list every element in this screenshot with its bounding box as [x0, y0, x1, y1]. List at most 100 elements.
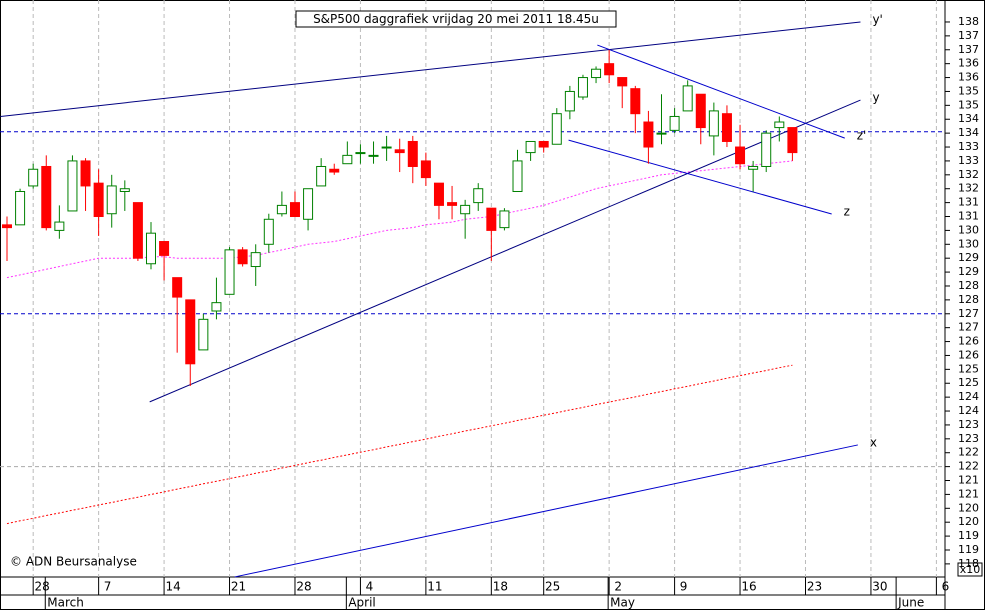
chart-title: S&P500 daggrafiek vrijdag 20 mei 2011 18… [313, 12, 599, 26]
y-tick-label: 132 [958, 182, 979, 195]
y-tick-label: 136 [958, 71, 979, 84]
y-tick-label: 120 [958, 501, 979, 514]
y-tick-label: 128 [958, 279, 979, 292]
title-box [295, 10, 617, 28]
y-tick-label: 126 [958, 348, 979, 361]
y-tick-label: 135 [958, 84, 979, 97]
candle-body [564, 90, 575, 112]
y-tick-label: 124 [958, 390, 979, 403]
x-tick-label: 18 [493, 580, 508, 594]
candle-body [276, 204, 287, 215]
candle-body [316, 165, 327, 187]
y-tick-label: 131 [958, 196, 979, 209]
trendline-label: z [844, 205, 850, 219]
candle-body [2, 224, 12, 229]
x-tick-label: 28 [35, 580, 50, 594]
x-tick-label: 28 [296, 580, 311, 594]
y-tick-label: 125 [958, 376, 979, 389]
trendline-label: x [870, 435, 877, 449]
candle-body [447, 202, 458, 206]
candle-body [682, 85, 693, 112]
x-tick-label: 14 [165, 580, 180, 594]
y-tick-label: 127 [958, 307, 979, 320]
y-tick-label: 119 [958, 543, 979, 556]
month-label: March [47, 596, 84, 610]
y-tick-label: 134 [958, 126, 979, 139]
trendline [0, 21, 861, 117]
candle-body [499, 210, 510, 229]
candle-body [381, 146, 392, 149]
candle-body [787, 127, 798, 154]
candle-body [721, 113, 732, 142]
candle-body [67, 160, 78, 212]
candle-body [119, 188, 130, 192]
y-tick-label: 124 [958, 404, 979, 417]
month-label: May [610, 596, 635, 610]
y-tick-label: 129 [958, 251, 979, 264]
candle-body [630, 88, 641, 115]
candle-body [394, 149, 405, 154]
unit-box [957, 562, 983, 577]
candle-body [617, 77, 628, 87]
candle-body [577, 77, 588, 98]
candle-body [172, 277, 183, 298]
y-tick-label: 119 [958, 529, 979, 542]
trendline-label: y [872, 91, 879, 105]
candle-body [735, 146, 746, 165]
candle-body [538, 140, 549, 148]
candle-body [748, 165, 759, 170]
y-tick-label: 134 [958, 112, 979, 125]
y-tick-label: 122 [958, 460, 979, 473]
y-tick-label: 128 [958, 293, 979, 306]
x-tick-label: 4 [366, 580, 374, 594]
y-tick-label: 118 [958, 557, 979, 570]
copyright: © ADN Beursanalyse [10, 555, 137, 569]
candle-body [237, 249, 248, 265]
month-label: April [348, 596, 375, 610]
candle-body [591, 68, 602, 79]
y-tick-label: 122 [958, 446, 979, 459]
x-tick-label: 25 [545, 580, 560, 594]
moving-average [6, 364, 793, 525]
candle-body [368, 154, 379, 157]
y-tick-label: 136 [958, 57, 979, 70]
x-tick-label: 9 [680, 580, 688, 594]
y-tick-label: 125 [958, 362, 979, 375]
candle-body [132, 202, 143, 259]
y-tick-label: 138 [958, 15, 979, 28]
candle-body [774, 121, 785, 129]
candle-body [643, 121, 654, 148]
trendline-label: z' [857, 129, 867, 143]
candle-body [198, 318, 209, 351]
candle-body [512, 160, 523, 192]
candle-body [41, 165, 52, 229]
y-tick-label: 130 [958, 237, 979, 250]
y-tick-label: 123 [958, 418, 979, 431]
candle-body [342, 154, 353, 165]
candle-body [656, 132, 667, 135]
x-tick-label: 23 [807, 580, 822, 594]
candle-body [708, 110, 719, 137]
candle-body [185, 299, 196, 365]
y-tick-label: 126 [958, 335, 979, 348]
y-tick-label: 121 [958, 487, 979, 500]
y-tick-label: 130 [958, 223, 979, 236]
candle-body [604, 63, 615, 76]
y-tick-label: 132 [958, 168, 979, 181]
y-tick-label: 137 [958, 43, 979, 56]
x-tick-label: 11 [427, 580, 442, 594]
y-tick-label: 133 [958, 154, 979, 167]
candle-body [669, 115, 680, 131]
y-tick-label: 120 [958, 515, 979, 528]
trendline [597, 44, 845, 139]
trendline-label: y' [872, 12, 882, 26]
y-tick-label: 137 [958, 29, 979, 42]
candle-body [15, 190, 26, 226]
x-tick-label: 21 [231, 580, 246, 594]
candle-body [329, 168, 340, 173]
candle-body [460, 204, 471, 215]
unit-label: x10 [960, 563, 981, 576]
candle-body [93, 182, 104, 218]
y-tick-label: 133 [958, 140, 979, 153]
